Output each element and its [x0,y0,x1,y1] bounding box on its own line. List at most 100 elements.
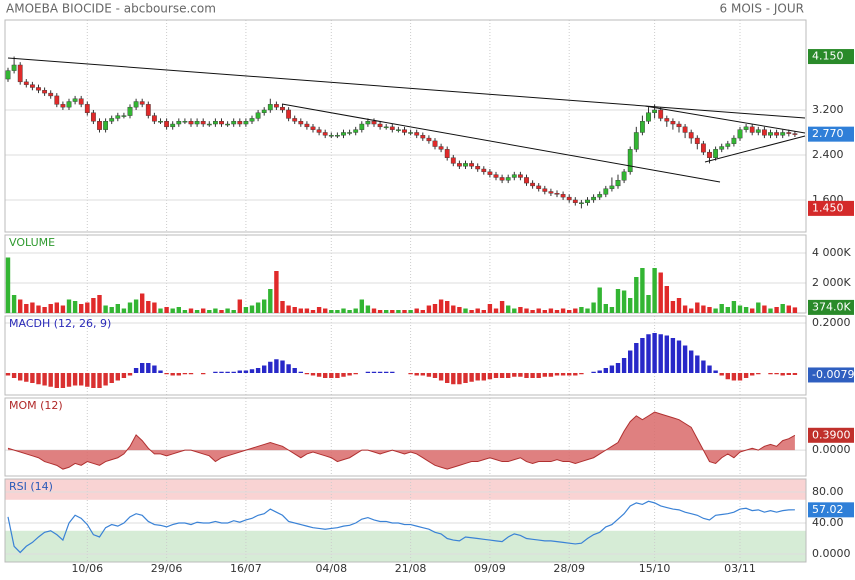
histogram-bar [567,373,572,376]
y-tick-label: 3.200 [812,103,844,116]
candle-body [457,163,462,167]
histogram-bar [255,368,261,373]
candle-body [652,109,658,113]
value-flag [808,126,854,142]
volume-bar [548,308,554,313]
candle-body [212,121,218,125]
histogram-bar [493,373,499,378]
y-tick-label: 0.2000 [812,316,851,329]
candle-body [377,123,383,128]
volume-bar [42,307,47,313]
histogram-bar [274,359,279,373]
volume-bar [469,310,474,313]
candle-body [707,151,712,158]
volume-bar [603,304,608,313]
candle-body [97,121,102,130]
candle-body [560,194,566,198]
volume-bar [408,310,413,313]
volume-bar [615,289,621,313]
histogram-bar [451,373,456,385]
candle-body [383,126,389,129]
volume-bar [225,308,230,313]
momentum-area [8,412,795,470]
panel-frame [4,478,807,563]
histogram-bar [469,373,474,382]
volume-bar [554,310,560,313]
candle-body [280,106,285,111]
candle-body [274,104,279,108]
histogram-bar [79,373,84,386]
volume-bar [237,299,242,313]
band [5,530,806,562]
histogram-bar [670,338,676,373]
candle-body [90,112,96,122]
x-tick-label: 04/08 [315,562,347,575]
histogram-bar [280,360,285,373]
candle-body [603,188,609,195]
candle-body [481,168,487,173]
histogram-bar [292,368,297,373]
panel-title: VOLUME [9,236,55,249]
volume-bar [231,310,236,313]
candle-body [566,196,572,201]
trend-line [644,105,806,134]
volume-bar [48,304,53,313]
histogram-bar [377,371,383,373]
candle-body [743,126,749,130]
candle-body [499,177,505,181]
candle-body [774,132,780,136]
histogram-bar [634,343,639,373]
candle-body [658,109,664,119]
panel-title: RSI (14) [9,480,53,493]
histogram-bar [548,373,554,377]
histogram-bar [85,373,90,387]
histogram-bar [725,373,730,380]
histogram-bar [438,373,444,381]
histogram-bar [731,373,737,381]
candle-body [505,177,511,181]
volume-bar [640,268,645,313]
volume-bar [682,305,688,313]
histogram-bar [658,334,663,373]
y-tick-label: 4 000K [812,246,851,259]
candle-body [670,121,676,125]
candle-body [109,118,115,122]
histogram-bar [774,373,779,375]
histogram-bar [18,373,23,381]
volume-bar [658,272,663,313]
candle-body [469,163,474,167]
histogram-bar [103,373,108,386]
volume-bar [152,302,157,313]
histogram-bar [121,373,127,378]
volume-bar [762,305,767,313]
volume-bar [146,301,151,313]
candle-body [298,121,304,125]
chart-title: AMOEBA BIOCIDE - abcbourse.com [6,2,216,16]
histogram-bar [524,373,529,378]
volume-bar [567,310,572,313]
histogram-bar [371,371,377,373]
candle-body [54,95,60,105]
candle-body [780,132,786,136]
candle-body [701,143,706,153]
momentum-line [7,411,796,470]
histogram-bar [97,373,102,388]
volume-bar [109,307,114,313]
panel-frame [4,397,807,477]
volume-bar [194,310,200,313]
volume-bar [243,307,249,313]
candle-body [84,104,90,113]
histogram-bar [298,371,303,373]
candle-body [5,70,11,80]
candle-body [664,118,670,122]
volume-bar [719,304,724,313]
candle-body [261,109,267,113]
candle-body [176,121,182,125]
histogram-bar [463,373,468,383]
volume-bar [115,304,120,313]
candle-body [30,84,35,88]
value-flag-label: 57.02 [812,503,844,516]
histogram-bar [304,373,310,375]
histogram-bar [487,373,493,380]
histogram-bar [542,373,547,377]
